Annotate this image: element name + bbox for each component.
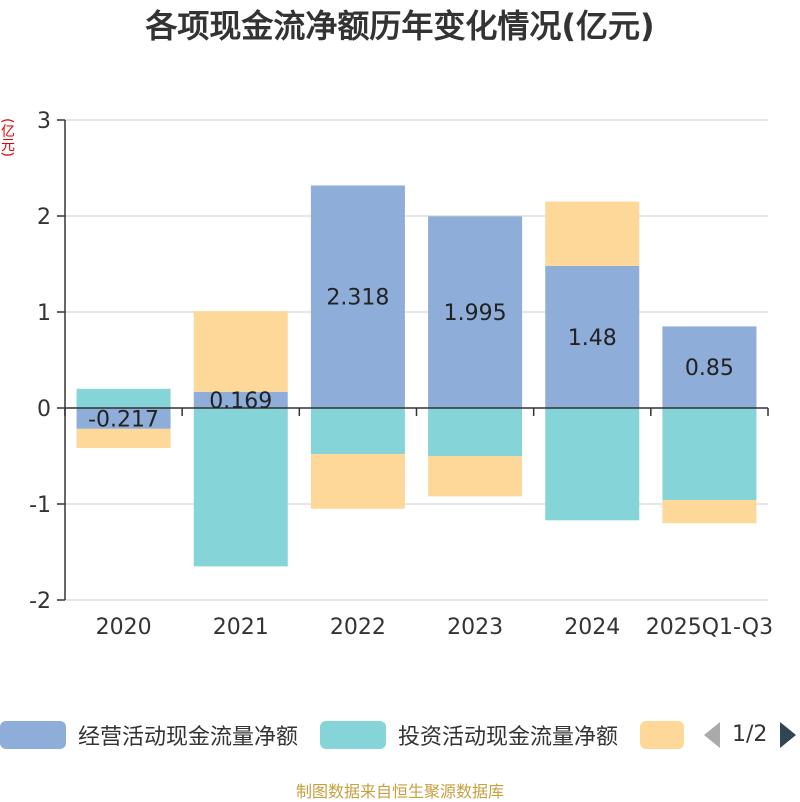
bar-investing-2020 [76,388,171,408]
legend-next-page-icon[interactable] [780,722,796,748]
x-tick-label: 2024 [564,615,620,640]
bar-financing-2024 [545,201,640,266]
bar-investing-2022 [310,408,405,455]
bar-operating-2020 [76,408,171,429]
legend-item-financing[interactable] [640,715,696,755]
y-tick-label: -1 [29,493,51,518]
chart-title: 各项现金流净额历年变化情况(亿元) [145,7,655,45]
x-tick-label: 2025Q1-Q3 [646,615,773,640]
bar-financing-2025Q1-Q3 [662,500,757,524]
data-label-operating-2025Q1-Q3: 0.85 [685,356,734,381]
y-tick-label: 1 [37,301,51,326]
legend-item-operating[interactable]: 经营活动现金流量净额 [0,715,298,755]
legend-swatch-financing [640,721,684,749]
bar-investing-2023 [428,408,523,456]
x-tick-label: 2020 [96,615,152,640]
y-tick-label: -2 [29,589,51,614]
y-tick-label: 0 [37,397,51,422]
bar-chart: 3 2 1 0 -1 -2 -0.217 0.169 2.318 1.995 1.48 0.85 202… [29,109,773,640]
data-label-operating-2024: 1.48 [568,326,617,351]
x-tick-label: 2021 [213,615,269,640]
bar-financing-2021 [193,311,288,392]
bar-investing-2025Q1-Q3 [662,408,757,501]
y-tick-label: 2 [37,205,51,230]
bar-investing-2021 [193,408,288,567]
legend-pager: 1/2 [700,715,800,755]
bar-financing-2020 [76,428,171,449]
x-tick-label: 2022 [330,615,386,640]
legend-page-indicator: 1/2 [732,722,768,747]
legend-swatch-investing [320,721,386,749]
bar-operating-2024 [545,265,640,408]
legend-item-investing[interactable]: 投资活动现金流量净额 [320,715,618,755]
data-label-operating-2023: 1.995 [444,301,507,326]
data-label-operating-2020: -0.217 [88,407,159,432]
bar-operating-2021 [193,391,288,408]
bar-financing-2023 [428,456,523,497]
legend-label-operating: 经营活动现金流量净额 [78,725,299,750]
legend-swatch-operating [0,721,66,749]
bar-operating-2022 [310,185,405,408]
data-label-operating-2021: 0.169 [209,389,272,414]
bar-investing-2024 [545,408,640,521]
y-axis-unit-label: (亿元) [0,118,15,157]
legend-label-investing: 投资活动现金流量净额 [398,725,619,750]
bar-operating-2023 [428,216,523,408]
y-tick-label: 3 [37,109,51,134]
x-tick-label: 2023 [447,615,503,640]
data-label-operating-2022: 2.318 [326,286,389,311]
legend-prev-page-icon[interactable] [704,722,720,748]
legend: 经营活动现金流量净额 投资活动现金流量净额 [0,715,800,755]
bar-operating-2025Q1-Q3 [662,326,757,408]
data-source-note: 制图数据来自恒生聚源数据库 [295,782,504,801]
bar-financing-2022 [310,454,405,509]
